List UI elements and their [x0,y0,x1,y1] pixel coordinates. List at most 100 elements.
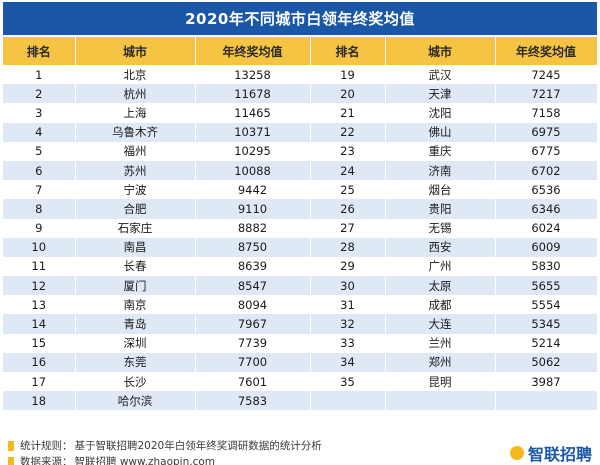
left-city-cell: 厦门 [75,276,196,296]
table-row: 9 石家庄 8882 27 无锡 6024 [3,218,598,238]
right-value-cell: 7217 [495,84,598,104]
left-rank-cell: 13 [3,295,76,315]
left-value-cell: 13258 [195,65,311,85]
brand-logo: 智联招聘 [509,442,592,464]
right-rank-cell: 31 [310,295,386,315]
right-value-cell: 7158 [495,103,598,123]
right-value-cell: 6536 [495,180,598,200]
right-city-cell: 昆明 [385,372,496,392]
right-rank-cell: 27 [310,218,386,238]
right-value-cell: 5554 [495,295,598,315]
rule-label: 统计规则： [20,440,73,452]
left-city-cell: 青岛 [75,314,196,334]
header-value-left: 年终奖均值 [195,37,311,65]
right-city-cell: 郑州 [385,352,496,372]
right-rank-cell: 23 [310,141,386,161]
left-city-cell: 乌鲁木齐 [75,122,196,142]
left-rank-cell: 4 [3,122,76,142]
table-row: 18 哈尔滨 7583 [3,391,598,411]
yellow-marker-icon [8,440,14,451]
right-city-cell: 广州 [385,256,496,277]
left-value-cell: 7601 [195,372,311,392]
table-row: 16 东莞 7700 34 郑州 5062 [3,352,598,372]
right-rank-cell: 19 [310,65,386,85]
right-value-cell: 6702 [495,160,598,181]
right-city-cell: 烟台 [385,180,496,200]
right-value-cell: 5345 [495,314,598,334]
right-rank-cell: 28 [310,237,386,257]
left-value-cell: 7739 [195,333,311,353]
right-value-cell: 5062 [495,352,598,372]
left-rank-cell: 17 [3,372,76,392]
right-city-cell: 武汉 [385,65,496,85]
right-rank-cell: 20 [310,84,386,104]
right-city-cell: 大连 [385,314,496,334]
left-rank-cell: 11 [3,256,76,277]
left-city-cell: 长春 [75,256,196,277]
left-city-cell: 福州 [75,141,196,161]
table-row: 17 长沙 7601 35 昆明 3987 [3,372,598,392]
left-rank-cell: 12 [3,276,76,296]
table-row: 5 福州 10295 23 重庆 6775 [3,141,598,161]
table-row: 4 乌鲁木齐 10371 22 佛山 6975 [3,122,598,142]
right-rank-cell: 24 [310,160,386,181]
footer-rule: 统计规则： 基于智联招聘2020年白领年终奖调研数据的统计分析 [8,438,322,453]
ranking-table: 排名 城市 年终奖均值 排名 城市 年终奖均值 1 北京 13258 19 武汉 7245… [3,37,598,411]
right-rank-cell: 21 [310,103,386,123]
table-row: 6 苏州 10088 24 济南 6702 [3,160,598,181]
yellow-marker-icon [8,456,14,465]
left-city-cell: 合肥 [75,199,196,219]
left-rank-cell: 16 [3,352,76,372]
right-city-cell: 成都 [385,295,496,315]
right-value-cell: 6024 [495,218,598,238]
empty-cell [495,391,598,411]
left-city-cell: 南昌 [75,237,196,257]
left-city-cell: 苏州 [75,160,196,181]
right-rank-cell: 22 [310,122,386,142]
left-city-cell: 长沙 [75,372,196,392]
right-rank-cell: 26 [310,199,386,219]
table-row: 8 合肥 9110 26 贵阳 6346 [3,199,598,219]
right-city-cell: 太原 [385,276,496,296]
left-value-cell: 9110 [195,199,311,219]
left-value-cell: 8547 [195,276,311,296]
table-row: 2 杭州 11678 20 天津 7217 [3,84,598,104]
table-row: 1 北京 13258 19 武汉 7245 [3,65,598,85]
right-value-cell: 6346 [495,199,598,219]
right-city-cell: 西安 [385,237,496,257]
table-row: 12 厦门 8547 30 太原 5655 [3,276,598,296]
left-rank-cell: 9 [3,218,76,238]
right-city-cell: 重庆 [385,141,496,161]
header-value-right: 年终奖均值 [495,37,598,65]
empty-cell [385,391,496,411]
left-city-cell: 宁波 [75,180,196,200]
right-value-cell: 5655 [495,276,598,296]
left-city-cell: 上海 [75,103,196,123]
header-rank-left: 排名 [3,37,76,65]
left-value-cell: 7967 [195,314,311,334]
left-value-cell: 11678 [195,84,311,104]
right-rank-cell: 32 [310,314,386,334]
table-row: 10 南昌 8750 28 西安 6009 [3,237,598,257]
left-value-cell: 7700 [195,352,311,372]
right-city-cell: 兰州 [385,333,496,353]
right-city-cell: 无锡 [385,218,496,238]
left-value-cell: 11465 [195,103,311,123]
right-value-cell: 6975 [495,122,598,142]
right-city-cell: 贵阳 [385,199,496,219]
left-rank-cell: 10 [3,237,76,257]
right-rank-cell: 33 [310,333,386,353]
left-rank-cell: 6 [3,160,76,181]
brand-name: 智联招聘 [527,445,592,464]
footer-source: 数据来源： 智联招聘 www.zhaopin.com [8,454,215,465]
left-value-cell: 8882 [195,218,311,238]
left-rank-cell: 1 [3,65,76,85]
left-city-cell: 南京 [75,295,196,315]
left-city-cell: 北京 [75,65,196,85]
left-rank-cell: 8 [3,199,76,219]
left-value-cell: 8639 [195,256,311,277]
page-title: 2020年不同城市白领年终奖均值 [3,2,597,35]
empty-cell [310,391,386,411]
table-row: 7 宁波 9442 25 烟台 6536 [3,180,598,200]
ranking-table-body: 1 北京 13258 19 武汉 7245 2 杭州 11678 20 天津 7217 3 上海 11465… [3,65,598,411]
